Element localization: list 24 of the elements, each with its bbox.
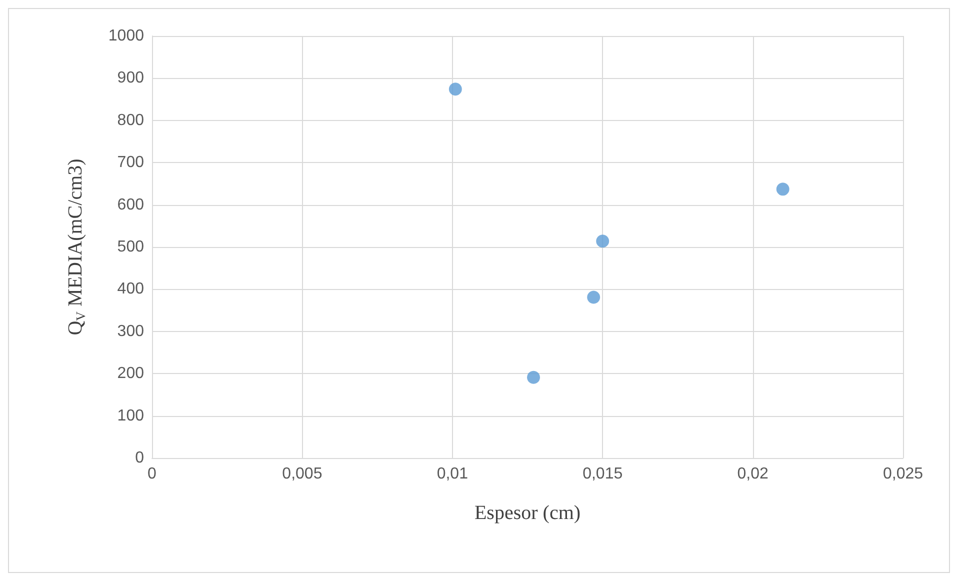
x-tick-label: 0,01 (436, 466, 468, 482)
y-tick-label: 0 (135, 450, 144, 466)
point (587, 290, 600, 304)
y-tick-label: 500 (117, 238, 144, 256)
y-tick-label: 800 (117, 112, 144, 129)
x-tick-label: 0,025 (882, 466, 924, 482)
point (448, 82, 462, 96)
y-tick-label: 700 (117, 154, 144, 172)
x-tick-label: 0,02 (737, 466, 768, 482)
x-tick-label: 0 (148, 466, 157, 482)
point (776, 182, 790, 196)
point (527, 370, 540, 384)
y-tick-label: 600 (117, 196, 144, 214)
x-axis-title: Espesor (cm) (474, 502, 581, 524)
x-tick-label: 0,005 (282, 466, 322, 482)
x-tick-label: 0,015 (582, 466, 623, 482)
point (596, 234, 610, 248)
y-tick-label: 900 (117, 70, 144, 87)
y-tick-label: 300 (117, 322, 144, 340)
y-tick-label: 200 (117, 365, 144, 382)
y-tick-label: 400 (117, 280, 144, 298)
y-axis-title: QV MEDIA(mC/cm3) (64, 158, 88, 336)
y-tick-label: 100 (117, 407, 144, 424)
y-tick-label: 1000 (108, 28, 144, 44)
